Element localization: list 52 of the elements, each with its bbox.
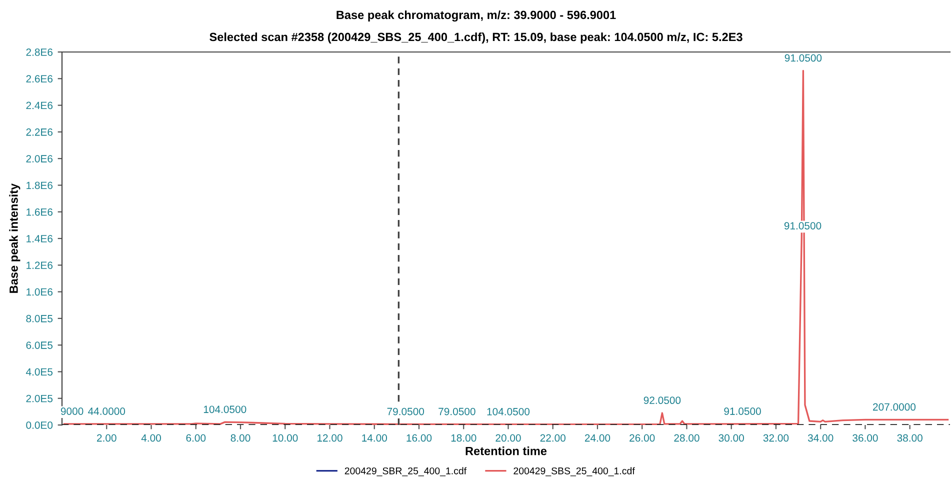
x-tick-label: 22.00: [540, 434, 566, 442]
y-tick-label: 2.8E6: [26, 48, 53, 56]
y-tick-label: 2.0E5: [26, 394, 53, 402]
x-axis-title: Retention time: [466, 446, 547, 456]
x-tick-label: 26.00: [630, 434, 655, 442]
y-tick-label: 1.8E6: [26, 182, 53, 190]
y-tick-label: 2.6E6: [26, 75, 53, 83]
x-tick-label: 20.00: [496, 434, 521, 442]
x-tick-label: 28.00: [674, 434, 700, 442]
y-tick-label: 2.0E6: [26, 155, 53, 162]
chart-title: Base peak chromatogram, m/z: 39.9000 - 596.9001: [336, 10, 616, 22]
annotation: 92.0500: [644, 396, 681, 404]
annotation: 79.0500: [438, 408, 476, 416]
x-tick-label: 18.00: [451, 434, 476, 442]
y-tick-label: 6.0E5: [26, 342, 53, 349]
legend-label: 200429_SBR_25_400_1.cdf: [344, 467, 467, 476]
y-axis-title: Base peak intensity: [9, 183, 20, 293]
y-tick-label: 4.0E5: [26, 368, 53, 376]
y-tick-label: 1.0E6: [26, 288, 53, 296]
y-tick-label: 2.4E6: [26, 102, 53, 110]
annotation: 9000: [60, 408, 84, 415]
x-tick-label: 14.00: [362, 434, 387, 442]
chart-subtitle: Selected scan #2358 (200429_SBS_25_400_1.cdf), RT: 15.09, base peak: 104.0500 m/z, IC: 5.2E3: [210, 32, 742, 44]
annotation: 44.0000: [88, 408, 126, 415]
x-tick-label: 16.00: [406, 434, 432, 442]
annotation: 91.0500: [784, 54, 822, 62]
x-tick-label: 2.00: [97, 434, 116, 442]
annotation: 79.0500: [387, 408, 424, 416]
line-series: [63, 70, 949, 425]
x-tick-label: 24.00: [584, 434, 610, 442]
annotation: 104.0500: [204, 406, 246, 414]
y-tick-label: 1.4E6: [26, 235, 53, 242]
annotation: 104.0500: [487, 408, 530, 416]
annotation: 91.0500: [784, 222, 822, 230]
x-tick-label: 30.00: [718, 434, 744, 442]
y-tick-label: 2.2E6: [26, 128, 53, 136]
y-tick-label: 0.0E0: [26, 422, 53, 429]
legend-label: 200429_SBS_25_400_1.cdf: [514, 467, 635, 476]
x-tick-label: 38.00: [897, 434, 922, 442]
y-tick-label: 1.2E6: [26, 262, 53, 270]
annotation: 91.0500: [724, 408, 761, 415]
x-tick-label: 6.00: [186, 434, 206, 442]
x-tick-label: 12.00: [318, 434, 342, 442]
x-tick-label: 32.00: [763, 434, 789, 442]
x-tick-label: 36.00: [852, 434, 878, 442]
y-tick-label: 1.6E6: [26, 208, 53, 216]
x-tick-label: 8.00: [230, 434, 250, 442]
x-tick-label: 10.00: [272, 434, 298, 442]
y-tick-label: 8.0E5: [26, 314, 53, 322]
x-tick-label: 4.00: [141, 434, 161, 442]
annotation: 207.0000: [873, 403, 916, 411]
x-tick-label: 34.00: [808, 434, 834, 442]
